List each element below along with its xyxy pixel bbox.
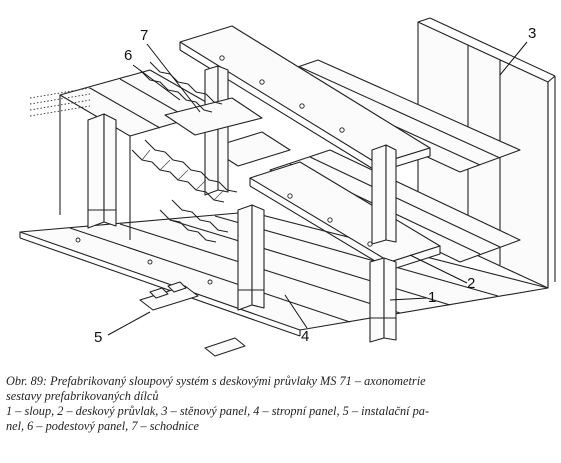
installation-panel [139,281,246,357]
label-1: 1 [428,289,436,306]
label-4: 4 [301,328,309,345]
caption-line-1: Obr. 89: Prefabrikovaný sloupový systém … [6,374,426,388]
floor-slab-lower [19,211,549,337]
axonometric-drawing: 7 6 3 2 1 4 5 [19,17,556,357]
label-7: 7 [140,27,148,44]
label-2: 2 [467,275,475,292]
label-6: 6 [124,47,132,64]
stair [131,61,263,243]
caption-line-3: 1 – sloup, 2 – deskový průvlak, 3 – stěn… [6,404,430,418]
caption-line-4: nel, 6 – podestový panel, 7 – schodnice [6,419,199,433]
column [87,65,397,343]
label-3: 3 [528,25,536,42]
label-5: 5 [94,329,102,346]
left-upper-slab [29,69,221,240]
leader-lines [107,41,528,336]
figure-caption: Obr. 89: Prefabrikovaný sloupový systém … [6,374,556,434]
caption-line-2: sestavy prefabrikovaných dílců [6,389,159,403]
